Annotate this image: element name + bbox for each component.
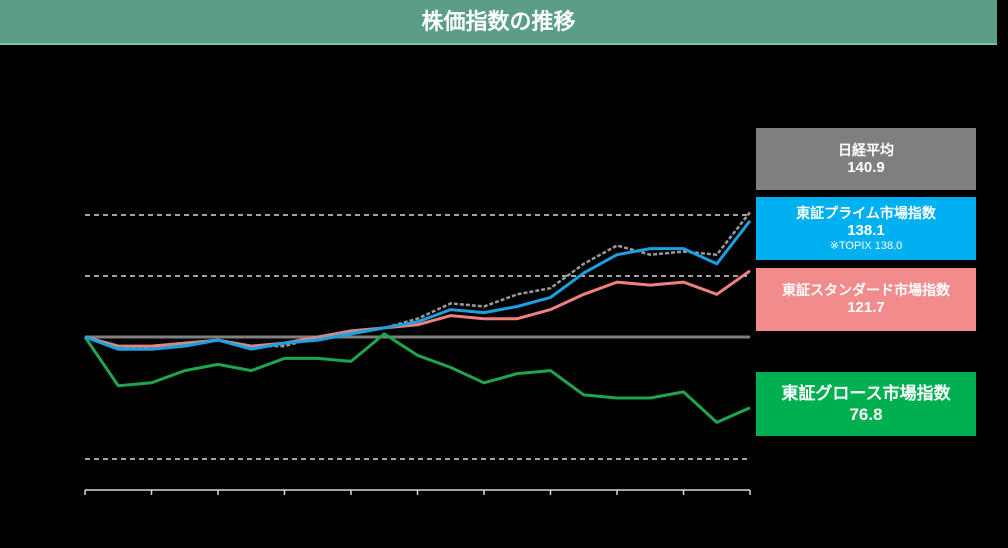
series-line-0	[84, 211, 751, 351]
nikkei-label: 日経平均 140.9	[756, 128, 976, 190]
series-lines	[83, 211, 752, 424]
prime-label: 東証プライム市場指数 138.1 ※TOPIX 138.0	[756, 197, 976, 260]
standard-label: 東証スタンダード市場指数 121.7	[756, 268, 976, 331]
title-bar: 株価指数の推移	[0, 0, 997, 45]
prime-value: 138.1	[847, 221, 885, 239]
nikkei-name: 日経平均	[838, 141, 894, 158]
series-line-2	[84, 269, 751, 348]
standard-name: 東証スタンダード市場指数	[782, 282, 950, 298]
nikkei-value: 140.9	[847, 158, 885, 176]
series-line-3	[83, 332, 751, 424]
prime-note: ※TOPIX 138.0	[829, 239, 903, 252]
growth-value: 76.8	[849, 405, 883, 424]
prime-name: 東証プライム市場指数	[796, 204, 936, 221]
growth-name: 東証グロース市場指数	[781, 384, 951, 403]
chart-title: 株価指数の推移	[421, 9, 576, 34]
x-axis	[84, 489, 751, 495]
growth-label: 東証グロース市場指数 76.8	[756, 372, 976, 436]
standard-value: 121.7	[847, 299, 885, 316]
series-line-1	[84, 219, 752, 351]
gridlines	[85, 214, 750, 460]
